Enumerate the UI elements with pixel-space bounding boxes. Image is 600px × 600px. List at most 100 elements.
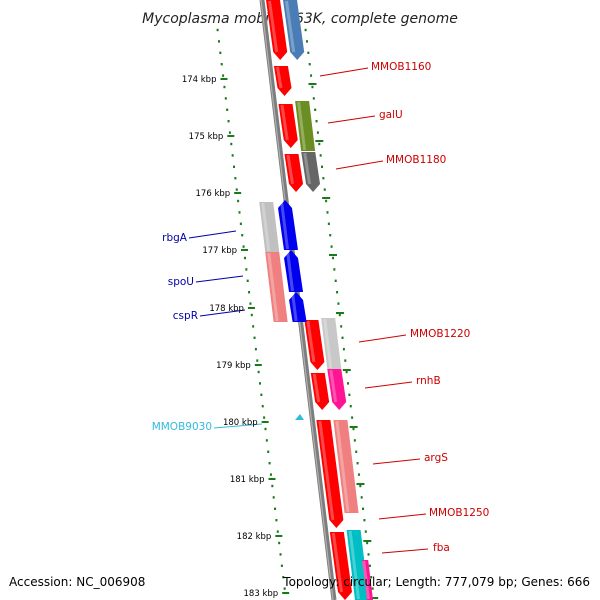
gene-label-mmob9030[interactable]: MMOB9030 xyxy=(152,421,212,433)
minor-tick-right xyxy=(348,393,351,396)
kbp-label: 182 kbp xyxy=(237,532,272,542)
gene-label-mmob1220[interactable]: MMOB1220 xyxy=(410,328,470,340)
minor-tick-left xyxy=(223,85,226,89)
gene-label-cspr[interactable]: cspR xyxy=(173,310,198,322)
minor-tick-left xyxy=(274,507,277,510)
gene-label-galu[interactable]: galU xyxy=(379,109,403,121)
genome-summary-text: Topology: circular; Length: 777,079 bp; … xyxy=(283,575,590,589)
gene-arrow-fba-inner[interactable] xyxy=(329,532,352,600)
minor-tick-right xyxy=(325,199,328,203)
minor-tick-right xyxy=(318,142,321,146)
cog-box-spoU[interactable] xyxy=(265,252,288,322)
minor-tick-right xyxy=(326,211,329,214)
minor-tick-left xyxy=(224,97,227,100)
leader-line xyxy=(358,334,407,343)
gene-arrow-rbgA[interactable] xyxy=(278,200,298,250)
minor-tick-left xyxy=(252,325,255,328)
minor-tick-right xyxy=(341,336,344,339)
minor-tick-right xyxy=(366,541,369,545)
minor-tick-left xyxy=(233,165,236,168)
minor-tick-left xyxy=(264,427,267,431)
kbp-label: 178 kbp xyxy=(209,304,244,314)
minor-tick-left xyxy=(216,28,219,32)
cog-box-galU[interactable] xyxy=(295,101,316,151)
minor-tick-right xyxy=(338,313,341,317)
minor-tick-left xyxy=(231,154,234,157)
cog-box-argS[interactable] xyxy=(333,420,359,513)
gene-arrow-mmob1210[interactable] xyxy=(304,320,325,370)
kbp-label: 183 kbp xyxy=(244,589,279,599)
minor-tick-right xyxy=(308,63,311,66)
gene-arrow-argS-inner[interactable] xyxy=(316,420,344,528)
gene-label-mmob1250[interactable]: MMOB1250 xyxy=(429,507,489,519)
gene-label-fba[interactable]: fba xyxy=(433,542,450,554)
cog-box-fba[interactable] xyxy=(346,530,369,600)
gene-arrow-mmob1180-inner[interactable] xyxy=(284,154,304,192)
gene-label-spou[interactable]: spoU xyxy=(168,276,194,288)
minor-tick-left xyxy=(272,496,275,499)
minor-tick-left xyxy=(230,142,233,146)
minor-tick-left xyxy=(257,370,260,374)
minor-tick-left xyxy=(250,313,253,317)
gene-arrow-rnhB-inner[interactable] xyxy=(310,373,330,410)
accession-text: Accession: NC_006908 xyxy=(9,575,146,589)
tick-layer xyxy=(216,28,379,599)
minor-tick-right xyxy=(340,325,343,328)
minor-tick-right xyxy=(329,234,332,237)
gene-label-mmob1160[interactable]: MMOB1160 xyxy=(371,61,431,73)
minor-tick-left xyxy=(269,473,272,476)
minor-tick-right xyxy=(315,120,318,123)
minor-tick-right xyxy=(360,496,363,499)
minor-tick-right xyxy=(353,439,356,442)
gene-arrow-mmob1160[interactable] xyxy=(273,66,292,96)
minor-tick-right xyxy=(321,165,324,168)
feature-layer xyxy=(259,0,373,600)
gene-arrow-mmob9030[interactable] xyxy=(295,414,304,420)
minor-tick-right xyxy=(370,576,373,579)
minor-tick-left xyxy=(235,188,238,191)
gene-arrow-cspR[interactable] xyxy=(289,292,307,322)
gene-arrow-mmob1150[interactable] xyxy=(266,0,288,60)
minor-tick-left xyxy=(267,450,270,453)
minor-tick-left xyxy=(275,519,278,522)
minor-tick-left xyxy=(239,222,242,225)
kbp-label: 176 kbp xyxy=(196,189,231,199)
leader-line xyxy=(199,309,246,317)
gene-arrow-spoU[interactable] xyxy=(284,250,304,292)
minor-tick-right xyxy=(337,302,340,305)
minor-tick-left xyxy=(253,336,256,339)
minor-tick-left xyxy=(219,51,222,54)
leader-line xyxy=(213,423,263,429)
cog-box-mmob1220[interactable] xyxy=(321,318,342,369)
gene-arrow-mmob1170[interactable] xyxy=(278,104,298,148)
gene-label-mmob1180[interactable]: MMOB1180 xyxy=(386,154,446,166)
minor-tick-right xyxy=(344,359,347,362)
minor-tick-left xyxy=(280,564,283,567)
leader-line xyxy=(378,513,427,520)
cog-box-blue[interactable] xyxy=(283,0,305,60)
gene-label-rnhb[interactable]: rnhB xyxy=(416,375,441,387)
minor-tick-left xyxy=(259,382,262,385)
minor-tick-left xyxy=(227,120,230,123)
leader-line xyxy=(372,458,421,465)
minor-tick-left xyxy=(265,439,268,442)
cog-box-mmob1180[interactable] xyxy=(301,152,321,192)
minor-tick-left xyxy=(234,177,237,180)
minor-tick-right xyxy=(368,564,371,567)
map-title: Mycoplasma mobile 163K, complete genome xyxy=(142,11,458,27)
cog-box-rnhB[interactable] xyxy=(327,369,347,410)
minor-tick-left xyxy=(249,302,252,305)
cog-box-fba-edge[interactable] xyxy=(362,560,373,600)
minor-tick-right xyxy=(342,348,345,351)
gene-label-rbga[interactable]: rbgA xyxy=(162,232,188,244)
minor-tick-left xyxy=(220,63,223,66)
minor-tick-right xyxy=(314,108,317,111)
minor-tick-right xyxy=(347,382,350,385)
minor-tick-right xyxy=(334,279,337,282)
minor-tick-right xyxy=(345,370,348,374)
leader-line xyxy=(188,230,237,239)
minor-tick-right xyxy=(307,51,310,54)
gene-label-args[interactable]: argS xyxy=(424,452,448,464)
kbp-label: 177 kbp xyxy=(202,246,237,256)
cog-box-rbgA[interactable] xyxy=(259,202,280,252)
